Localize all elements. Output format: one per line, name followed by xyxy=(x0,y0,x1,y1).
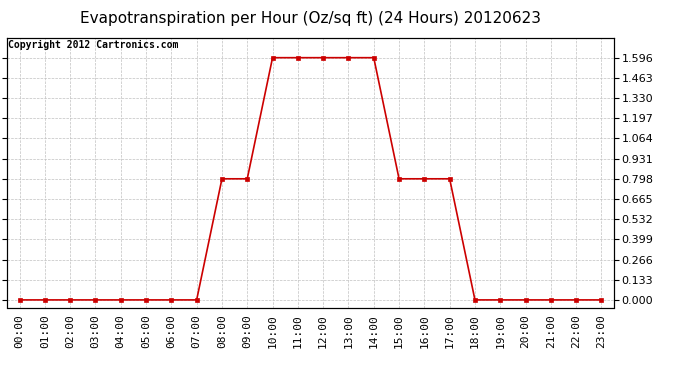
Text: Evapotranspiration per Hour (Oz/sq ft) (24 Hours) 20120623: Evapotranspiration per Hour (Oz/sq ft) (… xyxy=(80,11,541,26)
Text: Copyright 2012 Cartronics.com: Copyright 2012 Cartronics.com xyxy=(8,40,179,50)
